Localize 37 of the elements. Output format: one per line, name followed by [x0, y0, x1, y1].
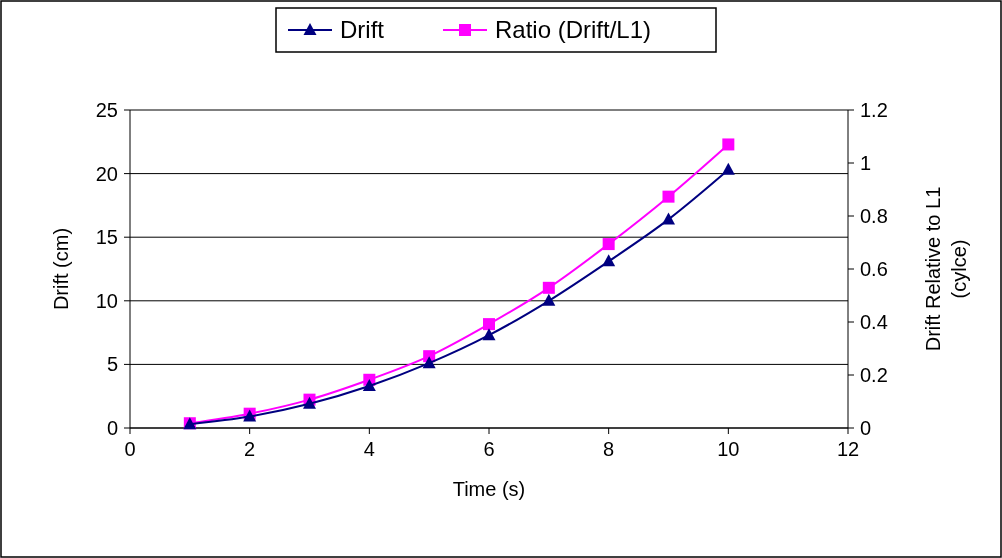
x-tick-label: 6 [483, 438, 495, 460]
y-tick-label: 10 [95, 289, 118, 312]
y-axis-title: Drift (cm) [50, 227, 72, 311]
y-tick-label: 5 [106, 353, 118, 376]
point [722, 138, 735, 151]
point [662, 190, 675, 203]
y2-tick-label: 0.4 [860, 311, 888, 333]
y2-tick-label: 0 [860, 417, 872, 439]
point [482, 328, 496, 341]
y-tick-label: 25 [95, 99, 118, 121]
x-tick-label: 12 [836, 438, 860, 460]
y2-tick-label: 0.6 [860, 258, 888, 280]
point [721, 162, 735, 175]
x-tick-label: 4 [363, 438, 375, 460]
point [483, 318, 495, 331]
point [422, 356, 436, 369]
y2-tick-label: 0.2 [860, 364, 888, 386]
legend-label: Drift [340, 16, 385, 43]
y-tick-label: 0 [106, 417, 118, 439]
legend-label: Ratio (Drift/L1) [495, 16, 652, 43]
point [542, 281, 555, 294]
point [542, 293, 556, 306]
point [602, 254, 616, 267]
point [602, 238, 615, 251]
y2-tick-label: 1 [860, 152, 872, 174]
point [362, 379, 376, 392]
y2-tick-label: 1.2 [860, 99, 888, 121]
x-tick-label: 10 [717, 438, 740, 460]
y2-tick-label: 0.8 [860, 205, 888, 227]
y-tick-label: 20 [95, 162, 118, 185]
x-tick-label: 0 [124, 438, 136, 460]
point [662, 212, 675, 225]
y-tick-label: 15 [95, 226, 118, 249]
x-axis-title: Time (s) [452, 478, 526, 500]
x-tick-label: 2 [244, 438, 256, 460]
x-tick-label: 8 [603, 438, 615, 460]
y2-axis-title: Drift Relative to L1 (cylce) [922, 186, 970, 352]
